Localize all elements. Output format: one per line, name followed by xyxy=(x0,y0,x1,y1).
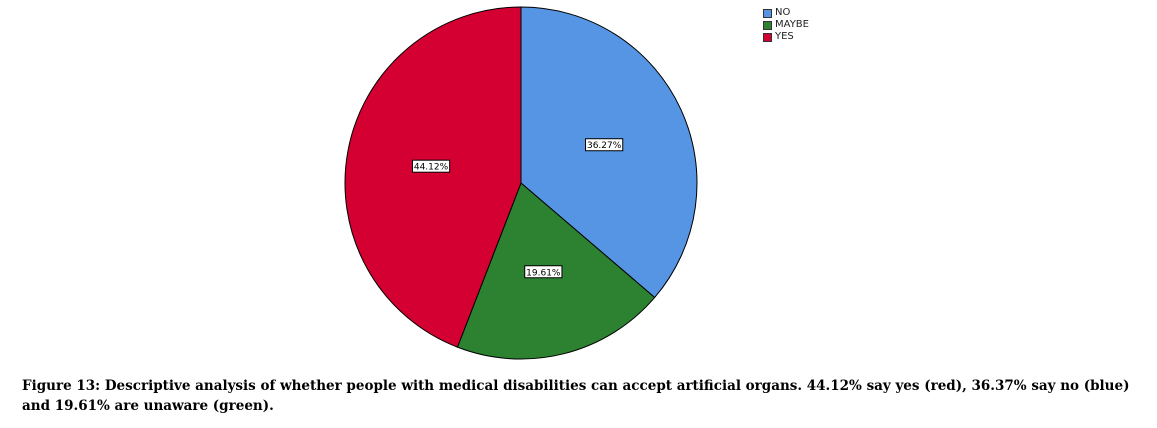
legend-swatch-yes xyxy=(763,32,772,42)
pie-data-labels: 36.27% 19.61% 44.12% xyxy=(411,138,624,279)
legend-swatch-no xyxy=(763,8,772,18)
legend-item-yes: YES xyxy=(763,31,809,43)
data-label-box-no xyxy=(585,138,624,152)
data-label-box-maybe xyxy=(524,265,563,279)
data-label-box-yes xyxy=(411,159,451,173)
legend-item-no: NO xyxy=(763,7,809,19)
pie-slice-yes xyxy=(344,6,522,348)
pie-slices xyxy=(344,6,698,360)
pie-slice-no xyxy=(520,6,698,299)
legend-item-maybe: MAYBE xyxy=(763,19,809,31)
data-label-no: 36.27% xyxy=(587,141,622,151)
legend-swatch-maybe xyxy=(763,20,772,30)
data-label-maybe: 19.61% xyxy=(526,268,561,278)
data-label-yes: 44.12% xyxy=(414,163,449,173)
figure-caption: Figure 13: Descriptive analysis of wheth… xyxy=(22,378,1130,414)
chart-legend: NO MAYBE YES xyxy=(763,7,809,43)
legend-label-yes: YES xyxy=(775,31,794,42)
pie-chart: 36.27% 19.61% 44.12% xyxy=(344,6,698,360)
legend-label-maybe: MAYBE xyxy=(775,19,809,30)
legend-label-no: NO xyxy=(775,7,791,18)
